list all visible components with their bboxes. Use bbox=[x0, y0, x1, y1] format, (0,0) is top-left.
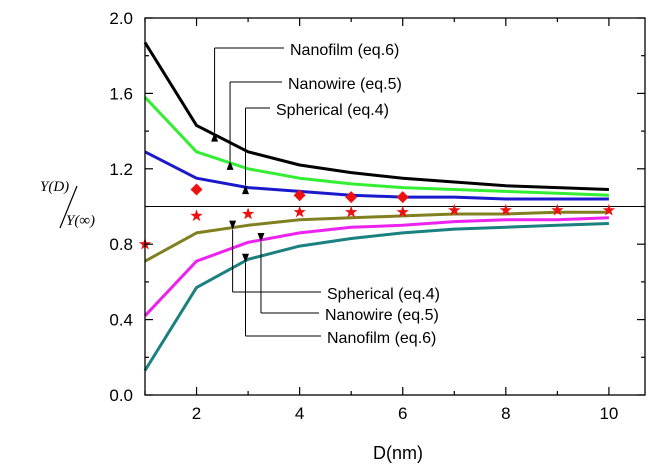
annotation-arrowhead bbox=[229, 220, 237, 230]
diamond-marker bbox=[293, 189, 306, 202]
x-tick-label: 8 bbox=[501, 404, 510, 423]
annotation-label: Nanofilm (eq.6) bbox=[327, 330, 436, 347]
series-line-1 bbox=[143, 96, 609, 197]
annotation-label: Nanofilm (eq.6) bbox=[290, 42, 399, 59]
annotation-arrowhead bbox=[242, 253, 250, 263]
series-line-5 bbox=[143, 222, 609, 372]
y-tick-label: 2.0 bbox=[109, 9, 133, 28]
series-line-3 bbox=[144, 210, 609, 263]
diamond-marker bbox=[345, 191, 358, 204]
star-marker bbox=[396, 205, 409, 218]
annotations: Nanofilm (eq.6) Nanowire (eq.5) Spherical … bbox=[211, 42, 440, 347]
x-tick-label: 10 bbox=[599, 404, 618, 423]
y-tick-label: 1.6 bbox=[109, 84, 133, 103]
y-axis-title-numerator: Y(D) bbox=[40, 179, 69, 195]
x-tick-label: 4 bbox=[295, 404, 304, 423]
diamond-marker bbox=[190, 183, 203, 196]
y-axis-title: Y(D) Y(∞) bbox=[40, 179, 95, 229]
annotation-label: Nanowire (eq.5) bbox=[325, 307, 439, 324]
x-tick-label: 2 bbox=[192, 404, 201, 423]
x-axis-title: D(nm) bbox=[373, 443, 423, 463]
y-tick-label: 0.8 bbox=[109, 235, 133, 254]
y-axis-title-denominator: Y(∞) bbox=[66, 213, 95, 229]
series-line-0 bbox=[143, 41, 609, 191]
series-line-4 bbox=[143, 216, 609, 317]
axis-ticks: 2 4 6 8 10 0.0 0.4 0.8 1.2 1.6 2.0 bbox=[109, 9, 645, 423]
star-marker bbox=[190, 209, 203, 222]
star-marker bbox=[551, 203, 564, 216]
series-lines bbox=[143, 41, 645, 372]
annotation-arrowhead bbox=[257, 232, 265, 242]
annotation-label: Nanowire (eq.5) bbox=[288, 76, 402, 93]
y-axis-title-slash bbox=[59, 185, 78, 229]
star-marker bbox=[602, 203, 616, 216]
star-marker bbox=[448, 203, 461, 216]
star-marker bbox=[293, 205, 306, 218]
y-tick-label: 0.0 bbox=[109, 386, 133, 405]
star-marker bbox=[499, 203, 512, 216]
x-tick-label: 6 bbox=[398, 404, 407, 423]
star-marker bbox=[345, 205, 358, 218]
star-marker bbox=[241, 207, 255, 220]
y-tick-label: 0.4 bbox=[109, 311, 133, 330]
series-line-2 bbox=[144, 150, 609, 201]
annotation-label: Spherical (eq.4) bbox=[327, 286, 440, 303]
annotation-arrowhead bbox=[226, 160, 234, 170]
annotation-arrowhead bbox=[211, 132, 219, 142]
annotation-arrowhead bbox=[242, 185, 250, 195]
y-tick-label: 1.2 bbox=[109, 160, 133, 179]
annotation-label: Spherical (eq.4) bbox=[276, 102, 389, 119]
diamond-marker bbox=[396, 191, 409, 204]
